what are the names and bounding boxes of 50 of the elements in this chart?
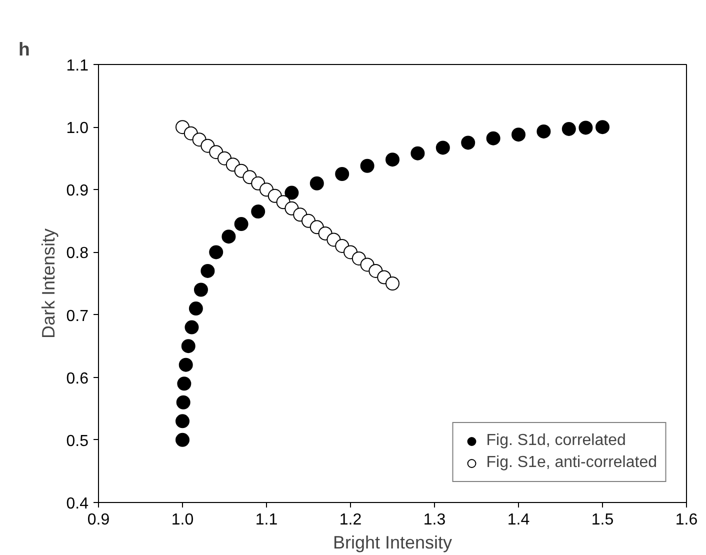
y-tick-label: 1.0	[66, 120, 89, 138]
x-tick-label: 1.0	[171, 512, 194, 528]
x-tick-label: 1.1	[255, 512, 278, 528]
point	[184, 320, 199, 334]
point	[234, 217, 248, 232]
x-tick-label: 1.6	[675, 512, 698, 528]
y-tick-label: 0.5	[66, 432, 89, 450]
point	[386, 276, 400, 290]
y-tick-label: 0.7	[66, 308, 89, 325]
point	[310, 176, 324, 190]
point	[177, 376, 192, 391]
legend-label: Fig. S1d, correlated	[486, 432, 626, 450]
point	[410, 146, 425, 160]
y-tick-label: 1.1	[66, 58, 89, 74]
y-tick-label: 0.4	[66, 496, 89, 512]
chart-title: h	[18, 38, 30, 60]
x-tick-label: 1.4	[507, 512, 530, 528]
point	[222, 230, 236, 244]
point	[536, 124, 551, 138]
x-tick-label: 0.9	[87, 512, 110, 528]
point	[176, 432, 190, 447]
y-axis-title: Dark Intensity	[38, 228, 58, 339]
point	[251, 204, 266, 219]
point	[181, 339, 196, 354]
point	[386, 152, 400, 167]
point	[596, 120, 610, 134]
x-axis-title: Bright Intensity	[332, 532, 452, 552]
x-tick-label: 1.5	[591, 512, 614, 528]
point	[284, 186, 299, 200]
y-tick-label: 0.9	[66, 182, 89, 200]
point	[562, 122, 576, 136]
x-tick-label: 1.3	[423, 512, 446, 528]
point	[209, 245, 224, 260]
point	[512, 128, 526, 142]
legend-label: Fig. S1e, anti-correlated	[486, 454, 657, 472]
x-tick-label: 1.2	[339, 512, 362, 528]
y-tick-label: 0.6	[66, 370, 89, 388]
point	[461, 136, 476, 150]
point	[188, 302, 203, 316]
point	[486, 131, 500, 146]
point	[178, 358, 193, 372]
point	[200, 264, 215, 278]
point	[360, 158, 374, 173]
point	[335, 167, 350, 181]
point	[578, 120, 593, 135]
point	[436, 140, 450, 155]
point	[176, 414, 190, 428]
y-tick-label: 0.8	[66, 245, 89, 262]
point	[194, 282, 208, 297]
point	[176, 395, 190, 410]
